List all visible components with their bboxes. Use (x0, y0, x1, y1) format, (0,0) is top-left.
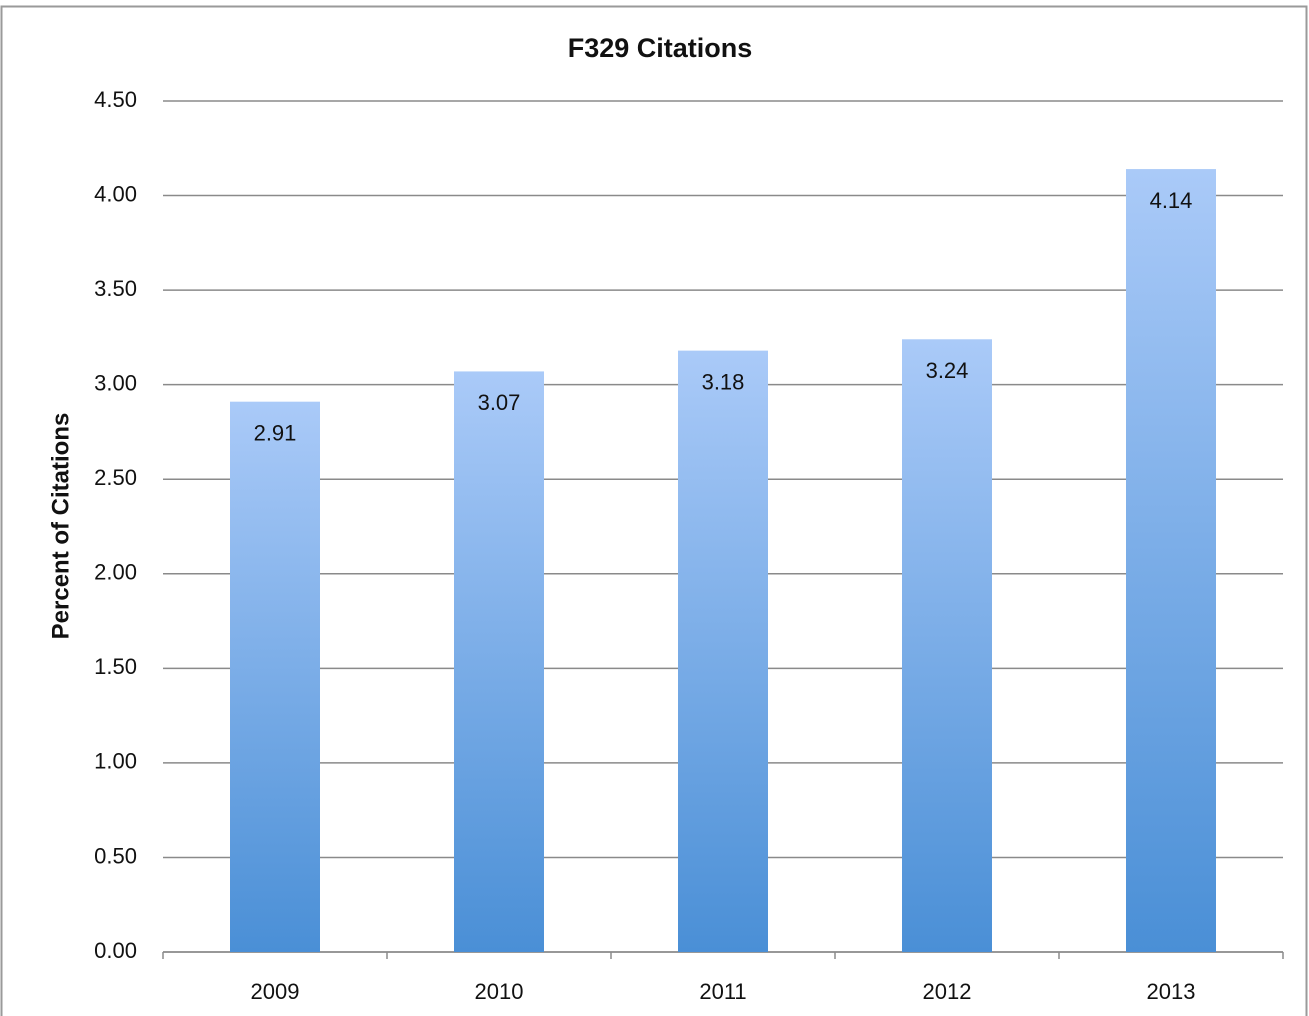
y-tick-label: 2.00 (94, 560, 137, 585)
y-tick-label: 4.50 (94, 87, 137, 112)
y-tick-label: 1.00 (94, 749, 137, 774)
data-label: 2.91 (254, 420, 297, 445)
data-label: 3.24 (926, 358, 969, 383)
x-tick-label: 2013 (1147, 979, 1196, 1004)
y-tick-label: 0.00 (94, 938, 137, 963)
bar (1126, 169, 1216, 952)
x-tick-label: 2010 (475, 979, 524, 1004)
y-axis-title: Percent of Citations (47, 413, 74, 640)
y-tick-label: 1.50 (94, 654, 137, 679)
x-tick-label: 2012 (923, 979, 972, 1004)
y-tick-label: 2.50 (94, 465, 137, 490)
y-tick-label: 3.50 (94, 276, 137, 301)
x-tick-label: 2009 (251, 979, 300, 1004)
y-tick-label: 4.00 (94, 181, 137, 206)
bar (902, 339, 992, 952)
chart-title: F329 Citations (568, 33, 753, 63)
y-tick-label: 0.50 (94, 843, 137, 868)
x-tick-label: 2011 (699, 979, 746, 1004)
chart-border (0, 5, 1308, 1016)
data-label: 3.07 (478, 390, 521, 415)
bar (454, 371, 544, 952)
bar (678, 350, 768, 952)
data-label: 3.18 (702, 369, 745, 394)
bar (230, 401, 320, 953)
y-tick-label: 3.00 (94, 370, 137, 395)
data-label: 4.14 (1150, 188, 1193, 213)
